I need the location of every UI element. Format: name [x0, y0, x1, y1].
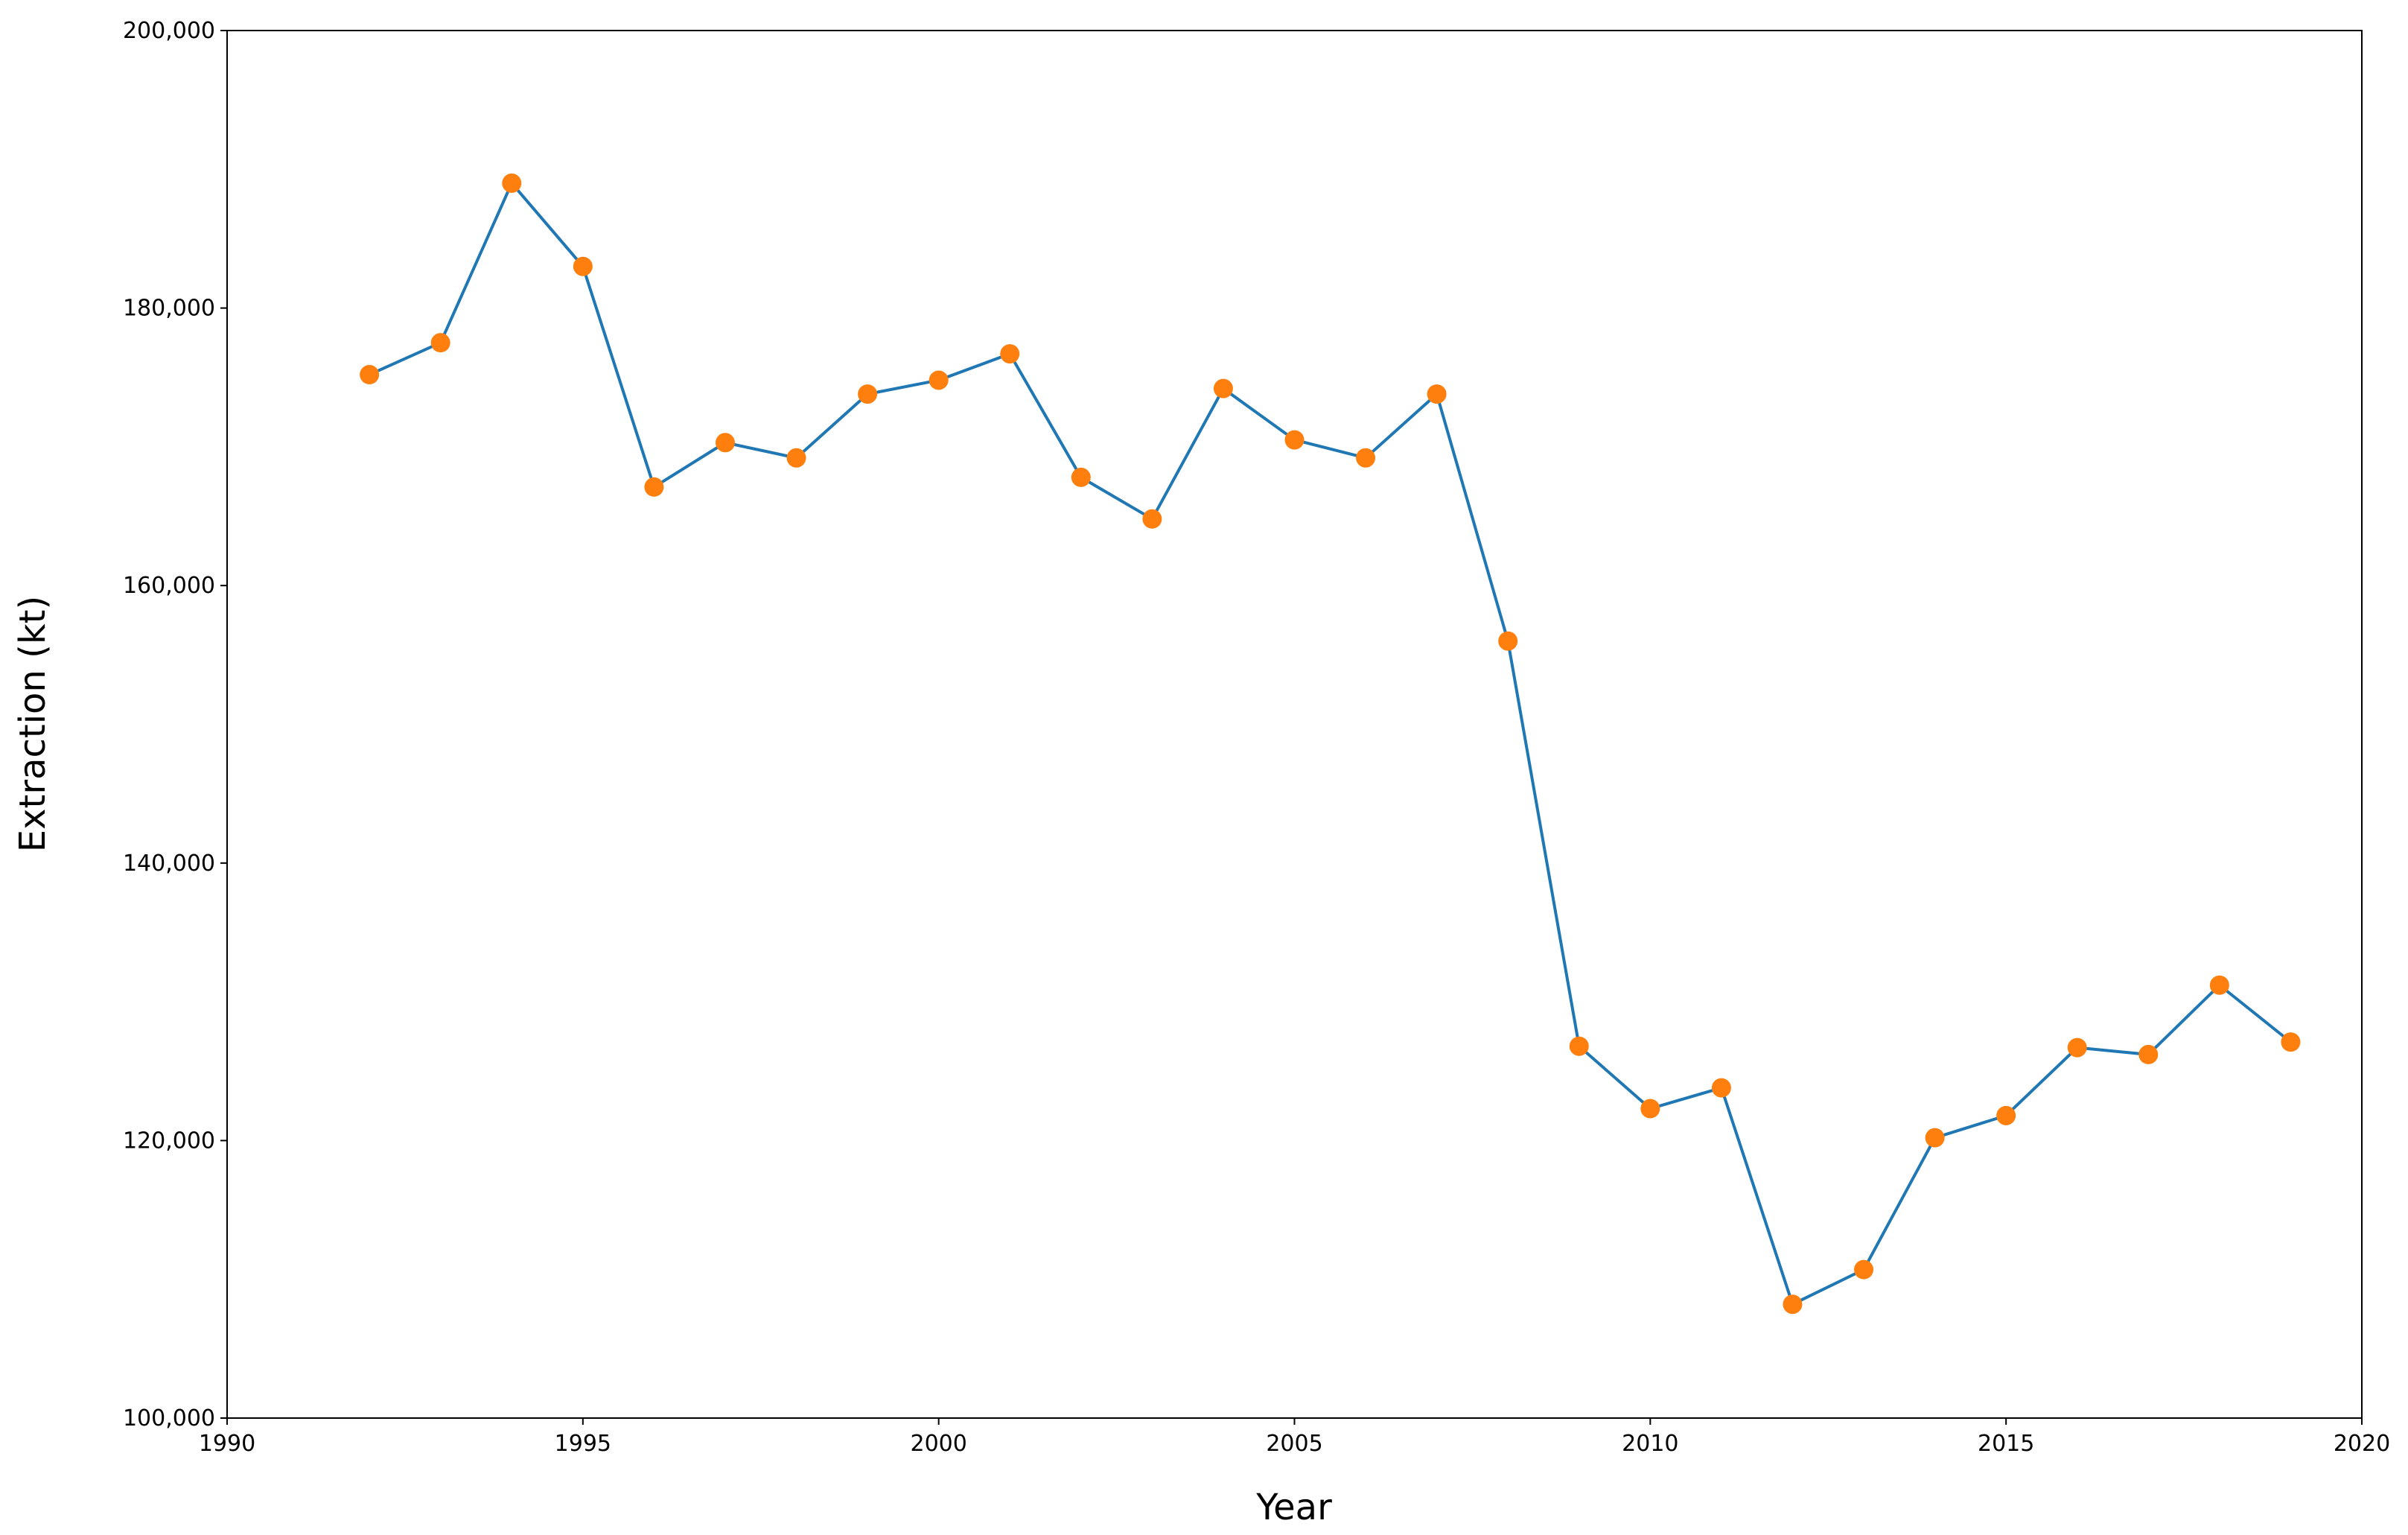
point — [360, 365, 380, 385]
point — [1427, 384, 1447, 404]
point — [644, 477, 664, 497]
y-tick-label: 200,000 — [123, 18, 215, 44]
point — [1284, 430, 1305, 450]
point — [786, 448, 806, 468]
point — [858, 384, 878, 404]
y-tick-label: 140,000 — [123, 851, 215, 877]
y-axis-label: Extraction (kt) — [12, 596, 54, 852]
point — [2138, 1044, 2159, 1064]
y-tick-label: 120,000 — [123, 1128, 215, 1154]
point — [929, 370, 949, 390]
line — [369, 180, 2292, 1307]
point — [430, 333, 450, 353]
y-tick-label: 180,000 — [123, 296, 215, 322]
point — [1569, 1036, 1589, 1056]
y-tick-label: 160,000 — [123, 573, 215, 599]
x-tick-label: 1995 — [555, 1431, 611, 1457]
x-tick-label: 2015 — [1978, 1431, 2034, 1457]
point — [1640, 1099, 1660, 1119]
point — [1854, 1259, 1874, 1280]
plot-frame — [226, 30, 2363, 1419]
point — [2281, 1032, 2301, 1052]
point — [1000, 344, 1020, 364]
point — [2067, 1037, 2087, 1058]
point — [1213, 378, 1233, 398]
point — [1996, 1105, 2016, 1125]
point — [1142, 509, 1162, 529]
point — [715, 433, 735, 453]
point — [1711, 1078, 1731, 1098]
x-tick-label: 2020 — [2334, 1431, 2390, 1457]
point — [573, 256, 593, 276]
y-tick-label: 100,000 — [123, 1405, 215, 1431]
x-tick-label: 2010 — [1622, 1431, 1678, 1457]
point — [1925, 1128, 1945, 1148]
point — [502, 173, 522, 193]
point — [1356, 448, 1376, 468]
point — [1783, 1294, 1803, 1315]
x-tick-label: 2005 — [1266, 1431, 1322, 1457]
point — [1498, 631, 1518, 651]
x-tick-label: 1990 — [199, 1431, 255, 1457]
point — [2209, 975, 2229, 995]
x-axis-label: Year — [1255, 1487, 1332, 1528]
point — [1071, 467, 1091, 487]
x-tick-label: 2000 — [910, 1431, 966, 1457]
